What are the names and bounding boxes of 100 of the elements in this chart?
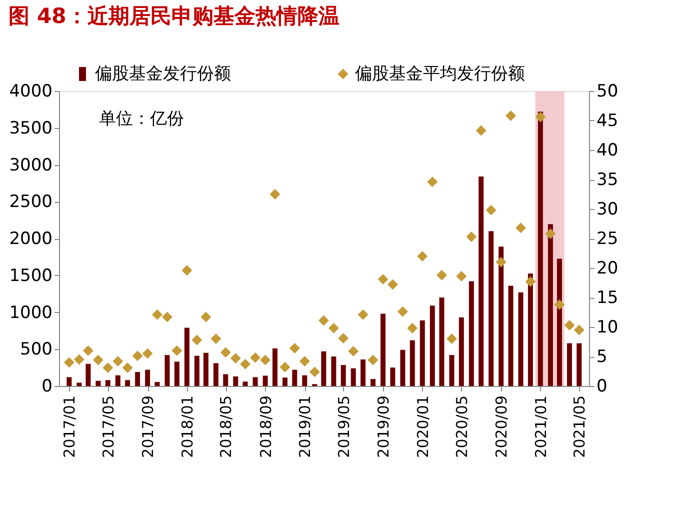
bar: [430, 306, 435, 386]
bar: [164, 355, 170, 386]
y2-tick-label: 20: [596, 258, 618, 278]
bar: [242, 382, 248, 386]
bar: [66, 377, 72, 386]
point: [200, 312, 212, 322]
x-tick-label: 2017/09: [139, 396, 158, 458]
y-tick-label: 2500: [9, 192, 52, 212]
point: [309, 366, 320, 378]
x-tick-label: 2021/01: [532, 396, 550, 458]
point: [545, 228, 556, 240]
bar: [400, 350, 406, 386]
point: [387, 279, 398, 290]
y2-tick-label: 40: [596, 140, 618, 160]
point: [132, 350, 143, 362]
point: [574, 324, 584, 336]
legend-label: 偏股基金平均发行份额: [355, 64, 525, 84]
bar: [508, 286, 514, 386]
bar: [380, 314, 386, 386]
y-tick-label: 4000: [9, 82, 52, 102]
point: [172, 345, 182, 356]
y-tick-label: 3500: [9, 118, 52, 138]
bar: [350, 368, 356, 386]
x-tick-label: 2021/05: [570, 396, 589, 458]
y2-tick-label: 30: [596, 200, 618, 220]
point: [210, 334, 222, 344]
legend-label: 偏股基金发行份额: [95, 64, 231, 84]
bar: [458, 317, 464, 386]
point: [407, 322, 418, 334]
bar: [498, 246, 504, 386]
point: [270, 189, 280, 200]
point: [162, 312, 172, 322]
bar: [125, 380, 130, 386]
point: [427, 176, 438, 188]
point: [456, 271, 467, 282]
point: [220, 347, 231, 358]
point: [525, 276, 536, 287]
x-tick-label: 2020/01: [414, 396, 432, 458]
bar: [321, 351, 326, 386]
bar: [213, 363, 218, 386]
x-tick-label: 2019/05: [334, 396, 353, 458]
bar: [528, 274, 533, 386]
bar: [233, 376, 238, 386]
bar: [478, 176, 484, 386]
bar: [282, 378, 288, 386]
bar: [262, 376, 268, 386]
point: [64, 357, 74, 368]
annotation: 单位：亿份: [99, 109, 184, 129]
y2-tick-label: 25: [596, 229, 618, 249]
x-tick-label: 2018/01: [178, 396, 196, 458]
bar: [538, 112, 543, 386]
point: [250, 352, 261, 363]
bar: [576, 343, 582, 386]
point: [82, 345, 94, 356]
bar: [468, 281, 474, 386]
y2-tick-label: 35: [596, 170, 618, 190]
bar: [154, 382, 160, 386]
bar: [203, 352, 208, 386]
x-tick-label: 2020/09: [492, 396, 511, 458]
y-tick-label: 0: [42, 376, 52, 396]
point: [122, 362, 133, 373]
point: [378, 274, 388, 284]
bar: [449, 355, 454, 386]
bar: [252, 377, 258, 386]
y2-tick-label: 45: [596, 111, 618, 131]
point: [289, 342, 300, 354]
x-tick-label: 2019/09: [374, 396, 393, 458]
point: [446, 334, 457, 344]
y-tick-label: 500: [20, 340, 52, 360]
point: [397, 306, 408, 317]
bar: [566, 343, 572, 386]
point: [436, 270, 447, 280]
x-tick-label: 2017/05: [99, 396, 118, 458]
x-tick-label: 2019/01: [296, 396, 314, 458]
y2-tick-label: 0: [596, 376, 608, 396]
bar: [96, 380, 101, 386]
bar: [331, 356, 336, 386]
point: [358, 309, 368, 320]
bar: [145, 370, 150, 386]
bar: [556, 258, 562, 386]
bar: [340, 364, 346, 386]
bar: [194, 356, 200, 386]
bar: [420, 320, 425, 386]
y2-tick-label: 5: [596, 347, 608, 367]
bar: [223, 374, 228, 386]
bar: [292, 370, 298, 386]
point: [338, 332, 349, 344]
bar: [488, 231, 494, 386]
x-tick-label: 2018/09: [256, 396, 275, 458]
point: [192, 334, 202, 346]
y-tick-label: 3000: [9, 155, 52, 176]
point: [506, 110, 516, 122]
x-tick-label: 2020/05: [452, 396, 471, 458]
y-tick-label: 1500: [9, 266, 52, 286]
bar: [518, 292, 524, 386]
point: [92, 354, 104, 366]
point: [328, 322, 339, 334]
bar: [86, 364, 91, 386]
bar: [410, 340, 415, 386]
chart-title: 图 48：近期居民申购基金热情降温: [8, 4, 340, 28]
